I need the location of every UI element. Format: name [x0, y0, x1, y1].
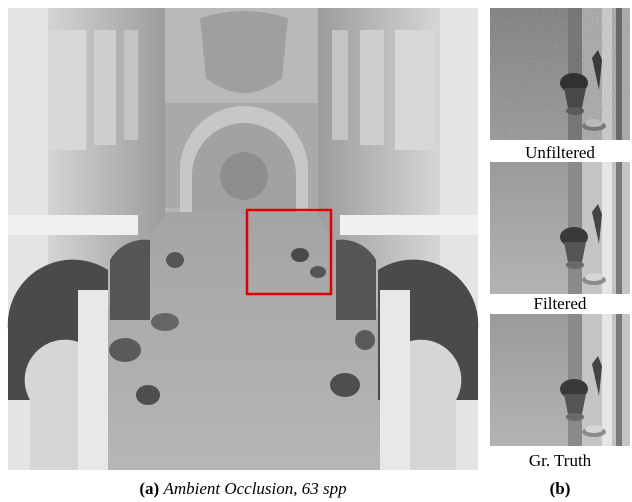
caption-a: (a) Ambient Occlusion, 63 spp	[139, 479, 346, 498]
panel-label: (b)	[550, 479, 571, 498]
inset-label: Filtered	[534, 294, 587, 313]
inset-ground-truth	[490, 314, 630, 446]
panel-label: (a)	[139, 479, 159, 498]
inset-label: Gr. Truth	[529, 451, 592, 470]
scene-image	[8, 8, 478, 470]
inset-unfiltered	[490, 8, 630, 140]
figure: Unfiltered Filtered Gr. Truth (a) Ambien…	[0, 0, 632, 502]
inset-label: Unfiltered	[525, 143, 595, 162]
panel-caption: Ambient Occlusion, 63 spp	[162, 479, 346, 498]
inset-filtered	[490, 162, 630, 294]
